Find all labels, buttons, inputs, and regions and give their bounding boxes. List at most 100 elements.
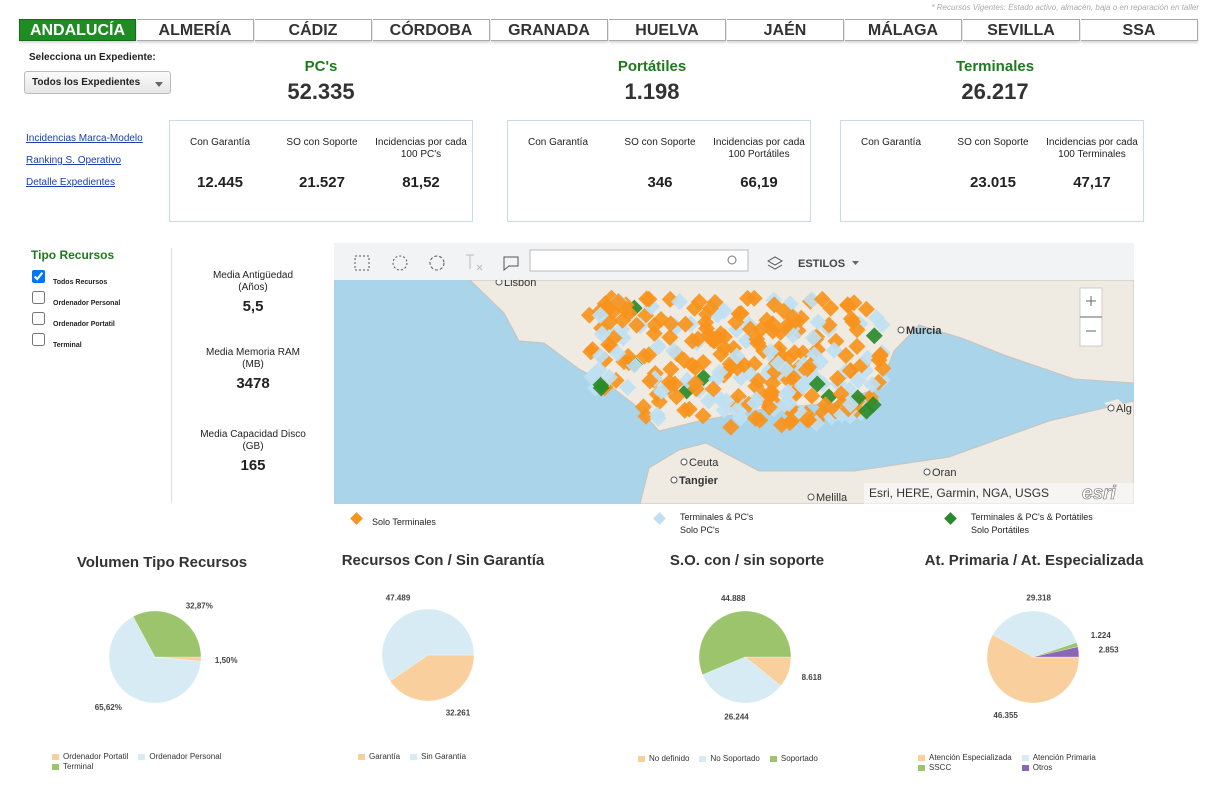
stat-label: Con Garantía [860, 137, 922, 148]
pie-value-label: 8.618 [802, 673, 823, 682]
pie-legend: No definido No Soportado Soportado [638, 754, 818, 763]
pie-chart: 1,50% 65,62% 32,87% [95, 601, 238, 712]
region-tab[interactable]: CÁDIZ [255, 19, 372, 41]
pie-legend: Atención Especializada Atención Primaria S… [918, 753, 1096, 772]
checkbox[interactable] [32, 270, 45, 283]
stat-value: 346 [647, 174, 673, 191]
map-marker [687, 380, 705, 398]
checkbox-label: Ordenador Personal [53, 300, 121, 307]
map-marker [769, 355, 787, 372]
checkbox[interactable] [32, 312, 45, 325]
attribution: Esri, HERE, Garmin, NGA, USGS [869, 486, 1049, 500]
map-marker [796, 374, 814, 392]
pie-slice [381, 608, 475, 682]
stat-value: 21.527 [299, 174, 345, 191]
stat-label: SO con Soporte [624, 137, 696, 148]
pie-slice [108, 616, 201, 704]
legend-label: Terminales & PC's & Portátiles [971, 512, 1093, 522]
legend-text: Otros [1032, 763, 1053, 772]
map-marker [609, 344, 626, 362]
kpi-total: 26.217 [961, 79, 1029, 104]
map-marker [593, 325, 611, 343]
region-tab[interactable]: ANDALUCÍA [19, 19, 136, 41]
styles-arrow [852, 261, 859, 265]
map-marker [865, 327, 883, 345]
checkbox[interactable] [32, 291, 45, 304]
map-marker [812, 353, 829, 371]
map-marker [650, 393, 668, 411]
map-marker [600, 368, 618, 386]
legend-item: Sin Garantía [410, 752, 466, 761]
stat-value: 12.445 [197, 174, 243, 191]
search-box [529, 249, 749, 272]
dropdown[interactable]: Todos los Expedientes [24, 71, 171, 94]
legend-item: Otros [1021, 763, 1096, 772]
legend-text: Atención Primaria [1032, 753, 1096, 762]
legend-item: Garantía [358, 752, 400, 761]
kpi-box: Con Garantía SO con Soporte 346 Incidencias… [507, 120, 811, 222]
map-marker [859, 349, 877, 367]
legend-text: Atención Especializada [929, 753, 1012, 762]
kpi-total: 52.335 [287, 79, 355, 104]
tool-lasso [429, 255, 445, 271]
region-tab[interactable]: GRANADA [491, 19, 608, 41]
map-marker [849, 372, 867, 390]
pie-value-label: 46.355 [993, 711, 1018, 720]
zoom-icons [1080, 296, 1102, 332]
region-tab[interactable]: SSA [1081, 19, 1198, 41]
kpi-title: PC's [304, 58, 338, 75]
pie-value-label: 47.489 [386, 594, 411, 603]
map-marker [665, 342, 683, 360]
legend-text: Garantía [369, 752, 401, 761]
region-tab[interactable]: SEVILLA [963, 19, 1080, 41]
pie-legend: Garantía Sin Garantía [358, 752, 466, 761]
pie-chart: 46.355 29.318 1.224 2.853 [986, 593, 1120, 720]
legend-sublabel: Solo PC's [680, 525, 720, 535]
map-marker [749, 372, 767, 390]
map-marker [690, 293, 708, 311]
region-tab[interactable]: ALMERÍA [137, 19, 254, 41]
map-marker [645, 324, 663, 342]
pie-value-label: 65,62% [95, 703, 122, 712]
link[interactable]: Ranking S. Operativo [26, 155, 122, 166]
legend-text: Ordenador Portatil [63, 752, 129, 761]
map-marker [822, 299, 840, 317]
dropdown-arrow [155, 82, 163, 87]
average-label: Media Memoria RAM (MB) [206, 347, 300, 370]
legend-item: Atención Primaria [1021, 753, 1096, 762]
pie-slice [986, 634, 1080, 704]
link[interactable]: Incidencias Marca-Modelo [26, 133, 143, 144]
checkbox[interactable] [32, 333, 45, 346]
region-tab[interactable]: MÁLAGA [845, 19, 962, 41]
average-value: 5,5 [242, 298, 264, 315]
tool-clear [466, 254, 483, 271]
place-dot [1107, 404, 1115, 412]
map-marker [871, 347, 889, 365]
map-marker [775, 396, 793, 414]
pie-value-label: 1,50% [215, 656, 238, 665]
stat-label: Con Garantía [527, 137, 589, 148]
legend-text: Terminal [63, 762, 94, 771]
pie-chart: 32.261 47.489 [381, 594, 475, 717]
region-tab[interactable]: HUELVA [609, 19, 726, 41]
map[interactable]: LisbonMurciaAlgCeutaTangierOranMelillaES… [334, 243, 1134, 504]
legend-text: No definido [649, 754, 690, 763]
legend-sublabel: Solo Portátiles [971, 525, 1030, 535]
map-marker [841, 362, 859, 380]
region-tab[interactable]: JAÉN [727, 19, 844, 41]
pie-value-label: 2.853 [1099, 646, 1120, 655]
region-tab[interactable]: CÓRDOBA [373, 19, 490, 41]
legend-swatch [918, 764, 925, 771]
legend-swatch [918, 754, 925, 761]
map-marker [712, 345, 730, 363]
map-marker [592, 347, 609, 365]
legend-label: Solo Terminales [372, 517, 436, 527]
stat-label: Incidencias por cada 100 Terminales [1046, 137, 1138, 160]
search-icon [727, 255, 737, 265]
link[interactable]: Detalle Expedientes [26, 177, 115, 188]
pie-slice [992, 610, 1077, 658]
styles-label: ESTILOS [798, 258, 845, 270]
legend-swatch [638, 755, 645, 762]
pie-value-label: 32.261 [446, 708, 471, 717]
